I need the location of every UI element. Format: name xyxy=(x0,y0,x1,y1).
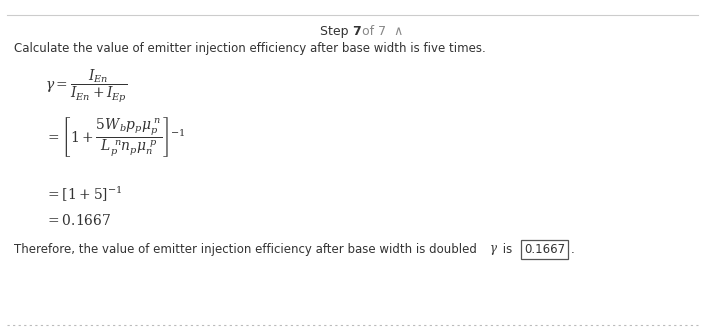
Text: Step: Step xyxy=(319,25,352,38)
Text: $\gamma = \dfrac{I_{En}}{I_{En} + I_{Ep}}$: $\gamma = \dfrac{I_{En}}{I_{En} + I_{Ep}… xyxy=(45,68,128,105)
Text: of 7  ∧: of 7 ∧ xyxy=(358,25,403,38)
Text: is: is xyxy=(499,243,516,256)
Text: $= \left[1 + 5\right]^{-1}$: $= \left[1 + 5\right]^{-1}$ xyxy=(45,185,123,204)
Text: $= 0.1667$: $= 0.1667$ xyxy=(45,213,111,228)
Text: Therefore, the value of emitter injection efficiency after base width is doubled: Therefore, the value of emitter injectio… xyxy=(14,243,484,256)
Text: .: . xyxy=(571,243,575,256)
Text: Calculate the value of emitter injection efficiency after base width is five tim: Calculate the value of emitter injection… xyxy=(14,42,486,55)
Text: $\gamma$: $\gamma$ xyxy=(489,243,498,257)
Text: 7: 7 xyxy=(352,25,361,38)
Text: 0.1667: 0.1667 xyxy=(524,243,565,256)
Text: $= \left[1 + \dfrac{5W_b p_p \mu_p^{\ n}}{L_p^{\ n} n_p \mu_n^{\ p}}\right]^{-1}: $= \left[1 + \dfrac{5W_b p_p \mu_p^{\ n}… xyxy=(45,115,186,159)
